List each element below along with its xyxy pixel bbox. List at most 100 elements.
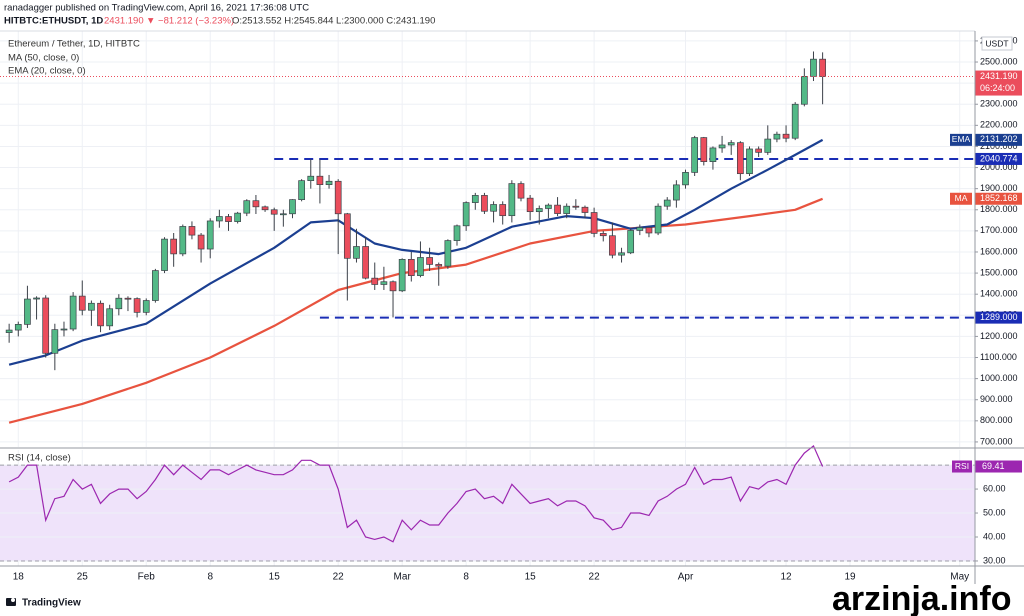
candle-body	[618, 252, 625, 256]
overlay-tag-box	[950, 192, 972, 205]
candle-body	[700, 137, 708, 162]
candle-body	[270, 209, 278, 215]
candle-body	[179, 226, 187, 255]
x-tick-label: 18	[13, 572, 25, 583]
x-tick-label: 8	[207, 572, 213, 583]
level-box	[975, 311, 1022, 324]
level-label: 2040.774	[980, 153, 1018, 163]
y-tick-label: 900.000	[980, 394, 1013, 404]
x-tick-label: 15	[269, 572, 281, 583]
y-tick-label: 1400.000	[980, 289, 1018, 299]
price: 2431.190	[104, 16, 144, 27]
candle-body	[453, 225, 461, 241]
x-tick-label: Feb	[138, 572, 156, 583]
candle-body	[764, 138, 772, 153]
candle-body	[325, 180, 333, 186]
x-tick-label: Apr	[678, 572, 694, 583]
level-label: 1289.000	[980, 312, 1018, 322]
candle-body	[773, 133, 781, 140]
candle-body	[782, 133, 790, 139]
candle-body	[718, 144, 726, 149]
overlay-tag: MA	[955, 193, 968, 203]
candle-body	[362, 246, 369, 279]
candle-body	[407, 259, 415, 276]
x-tick-label: 15	[525, 572, 537, 583]
candle-body	[69, 295, 77, 330]
legend-entry: EMA (20, close, 0)	[8, 66, 86, 77]
brand: TradingView	[22, 598, 81, 609]
y-tick-label: 60.00	[983, 483, 1006, 493]
rsi-line	[8, 444, 824, 543]
candle-body	[737, 142, 744, 175]
tv-logo	[6, 598, 16, 606]
y-tick-label: 1800.000	[980, 204, 1018, 214]
candle-body	[14, 324, 22, 331]
currency: USDT	[985, 38, 1008, 48]
x-tick-label: 12	[780, 572, 792, 583]
candle-body	[572, 205, 580, 208]
candle-body	[97, 302, 104, 327]
price-box	[975, 70, 1022, 96]
candle-body	[307, 175, 315, 181]
candle-body	[426, 257, 433, 265]
candle-body	[609, 235, 616, 256]
candle-body	[170, 238, 178, 255]
candle-body	[88, 302, 95, 311]
publisher: ranadagger published on TradingView.com,…	[4, 3, 309, 14]
candle-body	[78, 295, 86, 311]
y-tick-label: 1200.000	[980, 331, 1018, 341]
y-tick-label: 40.00	[983, 531, 1006, 541]
y-tick-label: 1500.000	[980, 267, 1018, 277]
candle-body	[590, 212, 598, 234]
legend-entry: MA (50, close, 0)	[8, 53, 79, 64]
candle-body	[691, 137, 699, 173]
candle-body	[791, 103, 799, 139]
candle-body	[435, 264, 443, 267]
overlay-value: 1852.168	[980, 193, 1018, 203]
candle-body	[124, 297, 132, 300]
candle-body	[289, 199, 296, 215]
candle-body	[24, 298, 31, 325]
candle-body	[33, 297, 40, 300]
candle-body	[380, 281, 388, 285]
candle-body	[197, 234, 205, 250]
candle-body	[755, 148, 762, 153]
overlay-value-box	[975, 133, 1022, 146]
rsi-title: RSI (14, close)	[8, 453, 71, 464]
candle-body	[353, 246, 360, 259]
rsi-value-box	[975, 460, 1022, 473]
candle-body	[517, 183, 525, 199]
candle-body	[152, 270, 159, 301]
y-tick-label: 1100.000	[980, 352, 1017, 362]
candle-body	[682, 172, 689, 186]
candle-body	[627, 230, 635, 254]
x-tick-label: May	[950, 572, 969, 583]
x-tick-label: 8	[463, 572, 469, 583]
candle-body	[673, 184, 680, 201]
y-tick-label: 50.00	[983, 507, 1006, 517]
candle-body	[133, 298, 141, 313]
ohlc: O:2513.552 H:2545.844 L:2300.000 C:2431.…	[232, 16, 435, 27]
candle-body	[188, 226, 196, 236]
candle-body	[42, 297, 50, 354]
candle-body	[206, 220, 214, 250]
candle-body	[225, 216, 232, 222]
candle-body	[709, 147, 717, 162]
candle-body	[645, 227, 653, 234]
candle-body	[389, 281, 397, 292]
y-tick-label: 800.000	[980, 415, 1013, 425]
candle-body	[234, 212, 241, 222]
price-label: 2431.190	[980, 71, 1018, 81]
overlay-line	[8, 197, 824, 424]
candle-body	[316, 175, 324, 186]
candle-body	[334, 180, 342, 215]
y-tick-label: 1700.000	[980, 225, 1018, 235]
candle-body	[115, 297, 123, 310]
rsi-tag-box	[952, 460, 972, 473]
candle-body	[490, 204, 497, 212]
candle-body	[810, 58, 817, 77]
candle-body	[252, 200, 260, 208]
candle-body	[554, 204, 561, 214]
